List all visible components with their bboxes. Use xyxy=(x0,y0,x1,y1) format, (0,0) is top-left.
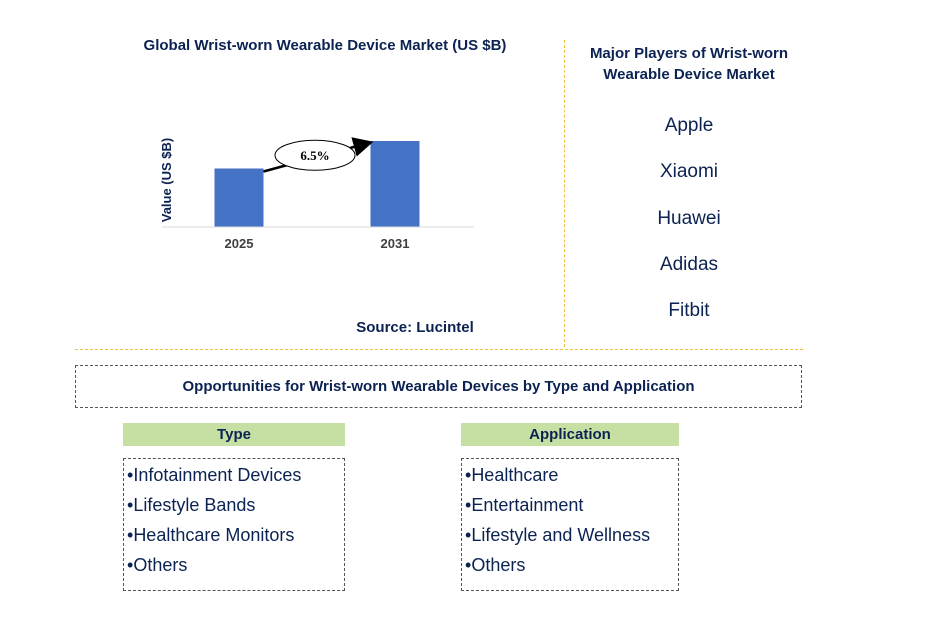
opportunities-title-box: Opportunities for Wrist-worn Wearable De… xyxy=(75,365,802,408)
player-item: Fitbit xyxy=(668,300,710,322)
source-label: Source: Lucintel xyxy=(356,319,474,336)
type-item: Infotainment Devices xyxy=(127,460,344,490)
player-item: Xiaomi xyxy=(659,161,719,183)
cagr-label: 6.5% xyxy=(300,148,329,163)
player-item: Huawei xyxy=(657,207,721,229)
horizontal-divider xyxy=(75,349,803,350)
x-tick-label: 2031 xyxy=(381,236,410,251)
type-item: Others xyxy=(127,550,344,580)
application-header: Application xyxy=(461,423,679,446)
application-list: Healthcare Entertainment Lifestyle and W… xyxy=(461,458,679,591)
type-item: Healthcare Monitors xyxy=(127,520,344,550)
cagr-ellipse xyxy=(274,139,356,171)
chart-title: Global Wrist-worn Wearable Device Market… xyxy=(143,37,507,54)
type-item: Lifestyle Bands xyxy=(127,490,344,520)
player-item: Adidas xyxy=(659,253,719,275)
vertical-divider xyxy=(564,40,565,347)
type-list: Infotainment Devices Lifestyle Bands Hea… xyxy=(123,458,345,591)
bar-2025 xyxy=(214,168,264,227)
application-item: Lifestyle and Wellness xyxy=(465,520,678,550)
player-item: Apple xyxy=(664,115,714,136)
y-axis-label: Value (US $B) xyxy=(159,138,174,223)
type-header: Type xyxy=(123,423,345,446)
x-tick-label: 2025 xyxy=(225,236,254,251)
players-title: Major Players of Wrist-worn Wearable Dev… xyxy=(589,45,789,83)
application-item: Others xyxy=(465,550,678,580)
players-list: Apple Xiaomi Huawei Adidas Fitbit xyxy=(589,113,789,344)
bar-2031 xyxy=(370,141,420,227)
opportunities-title: Opportunities for Wrist-worn Wearable De… xyxy=(182,378,695,395)
application-item: Healthcare xyxy=(465,460,678,490)
application-item: Entertainment xyxy=(465,490,678,520)
